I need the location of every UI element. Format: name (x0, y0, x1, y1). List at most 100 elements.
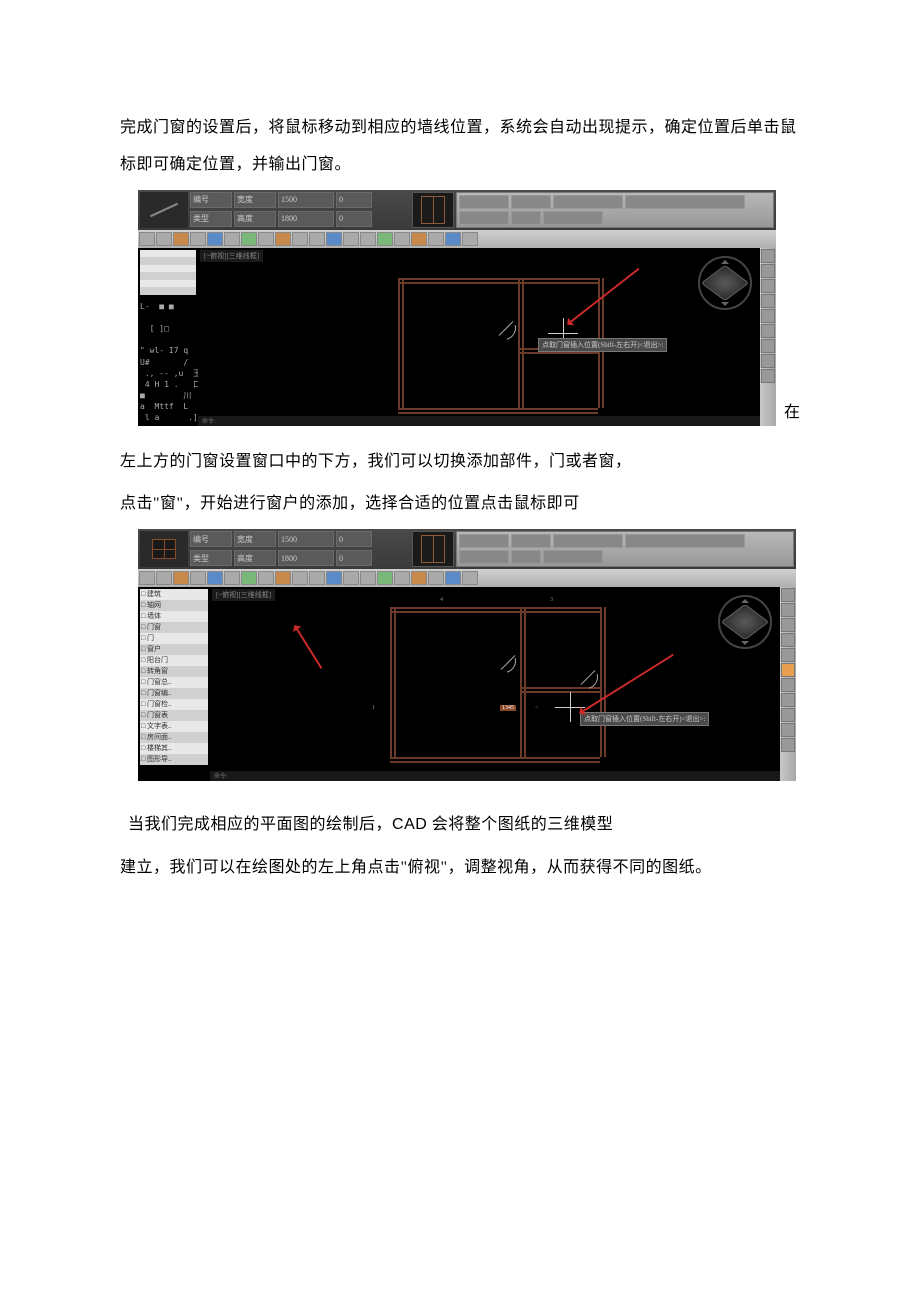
sidebar-item[interactable] (140, 265, 196, 273)
cad-drawing-canvas[interactable]: [~俯视][三维线框] 4 3 (210, 587, 780, 781)
window-preview[interactable] (412, 531, 454, 567)
toolbar-button[interactable] (326, 571, 342, 585)
toolbar-button[interactable] (394, 571, 410, 585)
toolbar-button[interactable] (156, 232, 172, 246)
toolbar-button[interactable] (241, 232, 257, 246)
right-toolbar-button[interactable] (761, 249, 775, 263)
right-toolbar-button[interactable] (781, 678, 795, 692)
right-toolbar-button[interactable] (761, 339, 775, 353)
sidebar-item[interactable]: □ 墙体 (140, 611, 208, 622)
toolbar-button[interactable] (173, 571, 189, 585)
toolbar-button[interactable] (428, 571, 444, 585)
ribbon-item[interactable] (511, 211, 541, 225)
right-toolbar-button[interactable] (781, 618, 795, 632)
sidebar-item[interactable]: □ 门窗检.. (140, 699, 208, 710)
toolbar-button[interactable] (343, 232, 359, 246)
toolbar-button[interactable] (445, 571, 461, 585)
sidebar-item[interactable]: □ 门窗 (140, 622, 208, 633)
sidebar-item[interactable]: □ 门 (140, 633, 208, 644)
sidebar-item[interactable]: □ 门窗总.. (140, 677, 208, 688)
toolbar-button[interactable] (394, 232, 410, 246)
toolbar-button[interactable] (343, 571, 359, 585)
toolbar-button[interactable] (173, 232, 189, 246)
sidebar-item[interactable]: □ 文字表.. (140, 721, 208, 732)
ribbon-item[interactable] (459, 534, 509, 548)
sidebar-item[interactable] (140, 287, 196, 295)
toolbar-button[interactable] (241, 571, 257, 585)
toolbar-button[interactable] (411, 571, 427, 585)
ribbon-item[interactable] (625, 195, 745, 209)
toolbar-button[interactable] (275, 232, 291, 246)
ribbon-item[interactable] (543, 211, 603, 225)
ribbon-item[interactable] (511, 195, 551, 209)
sidebar-item[interactable]: □ 窗户 (140, 644, 208, 655)
cad-tool-icon[interactable] (140, 531, 188, 567)
sidebar-item[interactable]: □ 轴网 (140, 600, 208, 611)
sidebar-item[interactable] (140, 257, 196, 265)
cad-drawing-canvas[interactable]: [~俯视][三维线框] (198, 248, 760, 426)
measurement-input[interactable]: 1345 (500, 705, 516, 711)
sidebar-item[interactable]: □ 建筑 (140, 589, 208, 600)
ribbon-item[interactable] (459, 550, 509, 564)
view-compass[interactable] (698, 256, 752, 310)
toolbar-button[interactable] (326, 232, 342, 246)
toolbar-button[interactable] (139, 571, 155, 585)
toolbar-button[interactable] (377, 232, 393, 246)
toolbar-button[interactable] (411, 232, 427, 246)
right-toolbar-button[interactable] (781, 708, 795, 722)
door-preview[interactable] (412, 192, 454, 228)
ribbon-item[interactable] (625, 534, 745, 548)
ribbon-item[interactable] (511, 534, 551, 548)
right-toolbar-button[interactable] (761, 294, 775, 308)
cad-tool-icon[interactable] (140, 192, 188, 228)
field-input[interactable]: 1800 (278, 211, 334, 227)
sidebar-item[interactable]: □ 阳台门 (140, 655, 208, 666)
sidebar-item[interactable]: □ 房间面.. (140, 732, 208, 743)
toolbar-button[interactable] (309, 232, 325, 246)
sidebar-item[interactable]: □ 图形导.. (140, 754, 208, 765)
toolbar-button[interactable] (309, 571, 325, 585)
toolbar-button[interactable] (275, 571, 291, 585)
right-toolbar-button[interactable] (781, 603, 795, 617)
toolbar-button[interactable] (207, 232, 223, 246)
right-toolbar-button[interactable] (781, 648, 795, 662)
right-toolbar-button[interactable] (761, 279, 775, 293)
sidebar-item[interactable] (140, 280, 196, 288)
right-toolbar-button[interactable] (781, 633, 795, 647)
field-input[interactable]: 1800 (278, 550, 334, 566)
field-input[interactable]: 1500 (278, 531, 334, 547)
sidebar-item[interactable]: □ 门窗表 (140, 710, 208, 721)
toolbar-button[interactable] (224, 571, 240, 585)
ribbon-item[interactable] (459, 195, 509, 209)
field-input[interactable]: 0 (336, 550, 372, 566)
toolbar-button[interactable] (377, 571, 393, 585)
right-toolbar-button[interactable] (761, 369, 775, 383)
field-input[interactable]: 0 (336, 192, 372, 208)
right-toolbar-button[interactable] (781, 663, 795, 677)
right-toolbar-button[interactable] (781, 738, 795, 752)
field-input[interactable]: 0 (336, 211, 372, 227)
right-toolbar-button[interactable] (761, 354, 775, 368)
right-toolbar-button[interactable] (761, 324, 775, 338)
right-toolbar-button[interactable] (761, 309, 775, 323)
toolbar-button[interactable] (292, 232, 308, 246)
toolbar-button[interactable] (462, 571, 478, 585)
ribbon-item[interactable] (459, 211, 509, 225)
toolbar-button[interactable] (139, 232, 155, 246)
toolbar-button[interactable] (190, 571, 206, 585)
ribbon-item[interactable] (553, 195, 623, 209)
sidebar-item[interactable]: □ 转角窗 (140, 666, 208, 677)
field-input[interactable]: 1500 (278, 192, 334, 208)
toolbar-button[interactable] (428, 232, 444, 246)
ribbon-item[interactable] (553, 534, 623, 548)
toolbar-button[interactable] (156, 571, 172, 585)
sidebar-item[interactable] (140, 250, 196, 258)
toolbar-button[interactable] (360, 232, 376, 246)
ribbon-item[interactable] (511, 550, 541, 564)
toolbar-button[interactable] (292, 571, 308, 585)
toolbar-button[interactable] (207, 571, 223, 585)
view-tab[interactable]: [~俯视][三维线框] (212, 589, 275, 601)
toolbar-button[interactable] (224, 232, 240, 246)
toolbar-button[interactable] (462, 232, 478, 246)
toolbar-button[interactable] (258, 571, 274, 585)
